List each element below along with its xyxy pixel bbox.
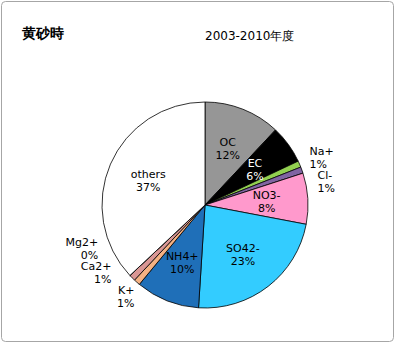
data-label: NH4+10%	[166, 250, 199, 276]
data-label: Na+1%	[309, 145, 333, 171]
data-label-value: 6%	[246, 170, 263, 183]
data-label-value: 0%	[81, 249, 98, 262]
data-label-name: NO3-	[253, 189, 281, 202]
chart: 黄砂時2003-2010年度OC12%EC6%Na+1%Cl-1%NO3-8%S…	[0, 0, 395, 343]
data-label-name: Na+	[309, 145, 333, 158]
data-label: Cl-1%	[317, 169, 334, 195]
data-label-name: NH4+	[166, 250, 199, 263]
data-label-value: 37%	[136, 181, 160, 194]
data-label-name: Mg2+	[66, 236, 99, 249]
data-label-value: 12%	[216, 149, 240, 162]
data-label: Ca2+1%	[81, 260, 112, 286]
data-label: SO42-23%	[226, 242, 260, 268]
data-label-value: 8%	[258, 202, 275, 215]
title: 黄砂時	[21, 25, 64, 41]
data-label-value: 1%	[94, 273, 111, 286]
data-label-value: 1%	[317, 182, 334, 195]
pie	[102, 102, 308, 308]
data-label-name: K+	[118, 284, 134, 297]
subtitle: 2003-2010年度	[205, 29, 294, 43]
data-label: K+1%	[117, 284, 134, 310]
data-label: EC6%	[246, 157, 263, 183]
data-label-name: SO42-	[226, 242, 260, 255]
data-label-name: OC	[220, 136, 237, 149]
data-label-value: 1%	[117, 297, 134, 310]
frame	[2, 2, 394, 342]
pie-slice	[102, 102, 205, 276]
data-label-value: 23%	[231, 255, 255, 268]
data-label: Mg2+0%	[66, 236, 99, 262]
data-label-value: 10%	[170, 263, 194, 276]
data-label: others37%	[131, 168, 166, 194]
data-labels: OC12%EC6%Na+1%Cl-1%NO3-8%SO42-23%NH4+10%…	[66, 136, 335, 310]
data-label-name: others	[131, 168, 166, 181]
data-label-name: Cl-	[317, 169, 332, 182]
data-label: NO3-8%	[253, 189, 281, 215]
pie-slice	[199, 205, 307, 308]
data-label-name: EC	[248, 157, 263, 170]
data-label: OC12%	[216, 136, 240, 162]
